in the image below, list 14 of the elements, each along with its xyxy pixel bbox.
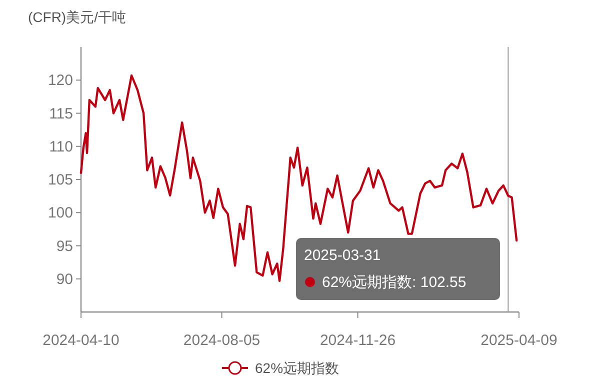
y-tick-label: 105 <box>48 172 73 188</box>
y-tick-label: 95 <box>56 238 73 255</box>
x-tick-label: 2025-04-09 <box>480 332 558 349</box>
x-tick-label: 2024-11-26 <box>320 332 396 349</box>
y-tick-label: 120 <box>48 72 73 90</box>
annotation: 2025-03-31 62%远期指数: 102.55 <box>304 247 466 291</box>
y-tick-label: 115 <box>49 105 73 122</box>
y-tick-label: 100 <box>48 204 73 222</box>
y-axis-title: (CFR)美元/干吨 <box>28 9 126 25</box>
legend-label: 62%远期指数 <box>255 360 340 376</box>
x-tick-label: 2024-08-05 <box>183 332 260 349</box>
y-tick-label: 90 <box>56 270 73 288</box>
x-tick-label: 2024-04-10 <box>42 332 120 349</box>
y-tick-label: 110 <box>49 138 73 156</box>
